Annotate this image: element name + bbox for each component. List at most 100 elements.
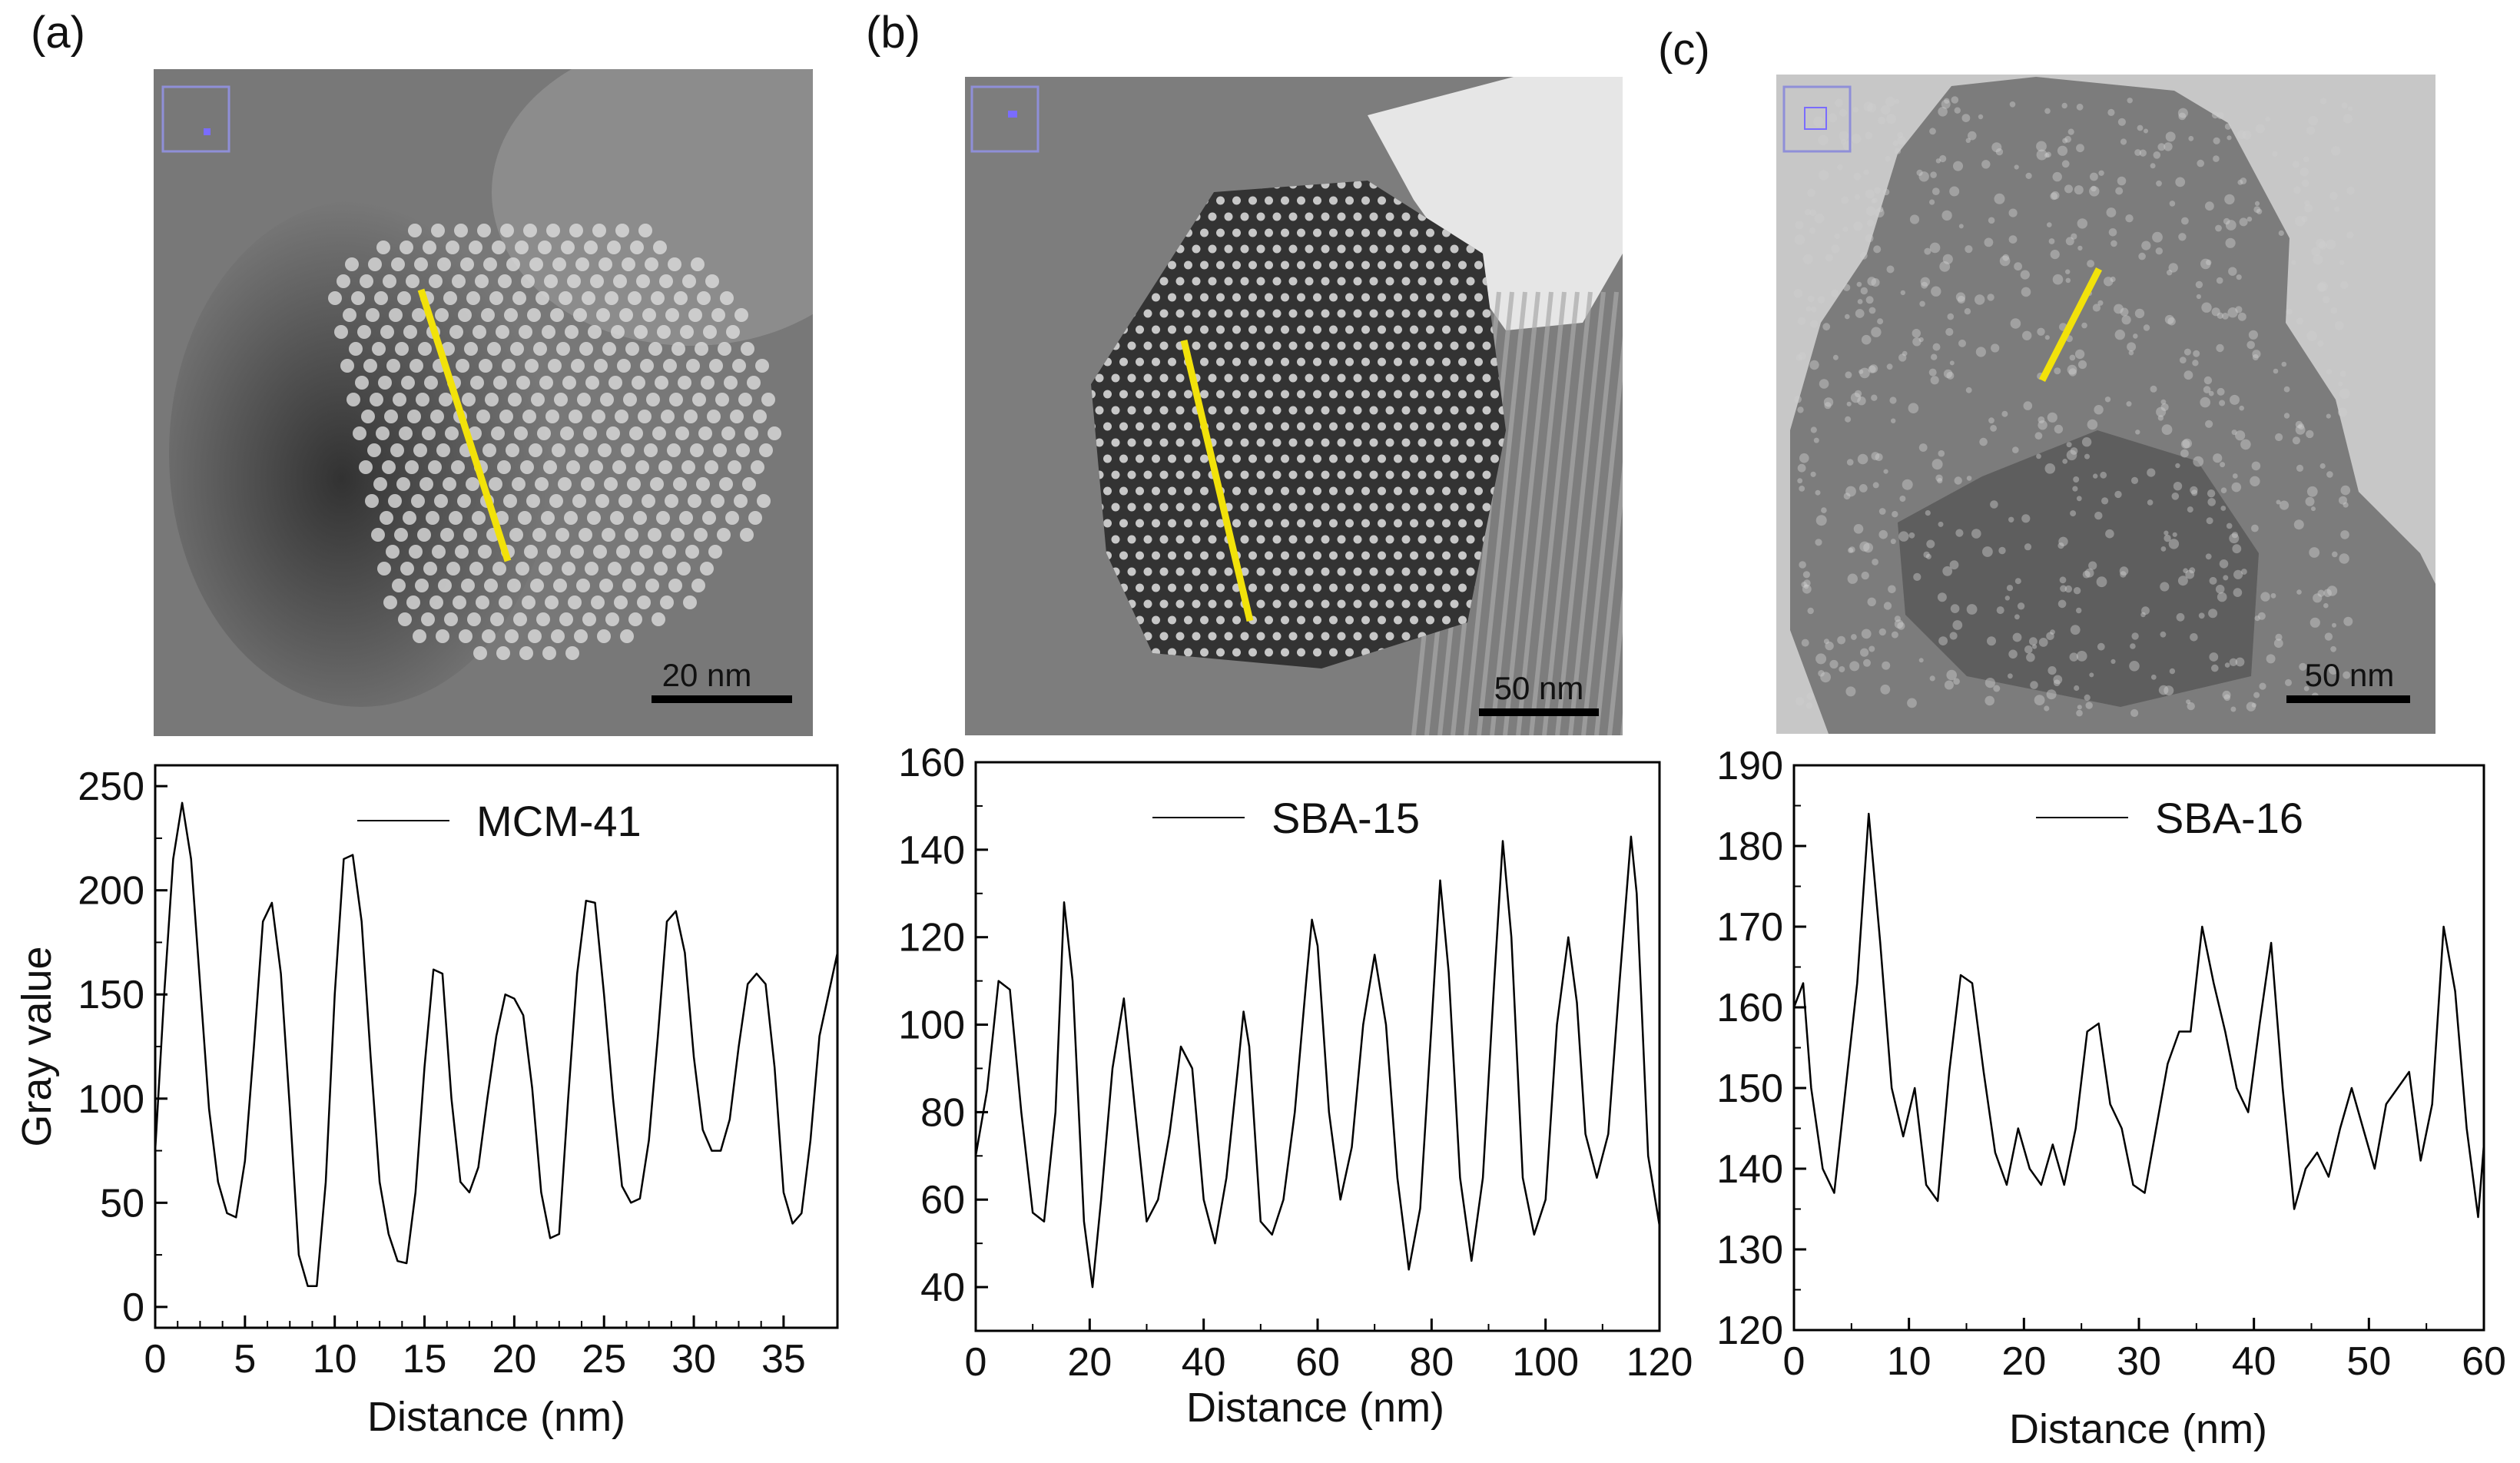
pore-dot-b-801 xyxy=(1418,599,1427,609)
pore-dot-b-735 xyxy=(1321,567,1330,576)
pore-texture-c-660 xyxy=(2130,643,2136,649)
pore-texture-c-99 xyxy=(2273,368,2279,374)
pore-texture-c-406 xyxy=(2001,410,2008,417)
pore-texture-c-133 xyxy=(2197,159,2204,168)
pore-dot-b-606 xyxy=(1175,503,1185,512)
pore-dot-b-375 xyxy=(1321,373,1330,383)
pore-dot-a-394 xyxy=(605,612,619,626)
pore-dot-a-147 xyxy=(755,359,769,373)
pore-texture-c-324 xyxy=(1805,306,1812,312)
pore-texture-c-696 xyxy=(2223,217,2230,225)
chart-c-x-tick-label: 20 xyxy=(2001,1339,2046,1384)
channel-stripe-b-16 xyxy=(1620,712,1623,735)
pore-dot-b-670 xyxy=(1240,535,1249,544)
pore-texture-c-650 xyxy=(1869,364,1878,373)
pore-texture-c-412 xyxy=(2240,177,2247,184)
pore-texture-c-160 xyxy=(2318,281,2328,292)
pore-dot-a-156 xyxy=(539,376,553,390)
pore-texture-c-363 xyxy=(2131,632,2139,640)
pore-texture-c-167 xyxy=(1931,286,1941,297)
pore-texture-c-325 xyxy=(2084,694,2091,702)
pore-dot-b-264 xyxy=(1466,309,1475,318)
pore-dot-b-625 xyxy=(1482,503,1491,512)
pore-dot-b-822 xyxy=(1281,615,1289,625)
pore-texture-c-149 xyxy=(1929,242,1941,254)
pore-dot-b-324 xyxy=(1466,341,1475,350)
pore-dot-b-849 xyxy=(1224,632,1233,641)
channel-stripe-b-15 xyxy=(1607,587,1623,735)
pore-dot-b-502 xyxy=(1434,438,1443,447)
pore-dot-b-499 xyxy=(1385,438,1394,447)
pore-dot-b-663 xyxy=(1127,535,1136,544)
pore-texture-c-321 xyxy=(2251,461,2261,471)
pore-dot-a-212 xyxy=(560,426,574,440)
pore-dot-b-706 xyxy=(1345,551,1354,560)
pore-texture-c-249 xyxy=(2339,388,2350,400)
pore-dot-b-129 xyxy=(1224,244,1233,254)
pore-texture-c-693 xyxy=(2161,424,2173,435)
pore-dot-a-124 xyxy=(648,342,662,356)
pore-texture-c-111 xyxy=(2164,685,2174,696)
pore-texture-c-70 xyxy=(1923,551,1930,559)
pore-dot-a-78 xyxy=(412,308,426,322)
pore-dot-b-733 xyxy=(1288,567,1298,576)
micrograph-a: 20 nm xyxy=(154,69,813,736)
pore-dot-b-877 xyxy=(1200,648,1209,657)
pore-dot-a-56 xyxy=(705,274,719,288)
pore-dot-b-274 xyxy=(1152,325,1160,334)
pore-texture-c-170 xyxy=(2215,224,2222,232)
pore-dot-a-252 xyxy=(635,460,649,474)
pore-texture-c-347 xyxy=(1802,571,1810,579)
pore-texture-c-438 xyxy=(2125,214,2134,223)
pore-dot-a-196 xyxy=(615,410,628,423)
pore-dot-a-274 xyxy=(742,477,756,491)
pore-texture-c-475 xyxy=(1891,631,1898,639)
pore-dot-a-256 xyxy=(728,460,741,474)
pore-dot-b-106 xyxy=(1345,228,1354,237)
pore-dot-a-94 xyxy=(357,325,371,339)
pore-dot-a-277 xyxy=(411,494,425,508)
pore-texture-c-80 xyxy=(1863,542,1874,553)
pore-dot-a-161 xyxy=(655,376,668,390)
pore-dot-b-585 xyxy=(1329,486,1338,496)
pore-texture-c-132 xyxy=(2226,522,2233,529)
pore-dot-b-39 xyxy=(1232,196,1241,205)
pore-dot-a-48 xyxy=(521,274,535,288)
pore-dot-b-322 xyxy=(1434,341,1443,350)
pore-dot-b-196 xyxy=(1337,277,1346,286)
pore-dot-b-574 xyxy=(1152,486,1160,496)
pore-texture-c-512 xyxy=(1886,363,1893,370)
pore-texture-c-266 xyxy=(1849,661,1860,672)
pore-dot-b-143 xyxy=(1450,244,1459,254)
channel-stripe-b-14 xyxy=(1594,462,1623,735)
pore-texture-c-205 xyxy=(2292,436,2300,445)
pore-dot-a-342 xyxy=(377,562,391,576)
pore-dot-a-84 xyxy=(550,308,564,322)
pore-texture-c-651 xyxy=(2330,307,2338,314)
pore-texture-c-54 xyxy=(1860,648,1869,657)
pore-texture-c-97 xyxy=(1871,327,1882,337)
pore-dot-a-235 xyxy=(667,443,681,457)
pore-texture-c-46 xyxy=(1799,561,1806,569)
pore-dot-a-390 xyxy=(513,612,527,626)
pore-texture-c-165 xyxy=(1892,511,1898,518)
pore-dot-b-761 xyxy=(1265,583,1273,592)
pore-dot-b-220 xyxy=(1248,293,1257,302)
pore-dot-b-682 xyxy=(1434,535,1443,544)
pore-dot-a-326 xyxy=(740,528,754,542)
pore-texture-c-203 xyxy=(1795,221,1804,230)
pore-texture-c-127 xyxy=(2164,314,2174,324)
pore-dot-a-73 xyxy=(697,291,711,305)
pore-dot-b-442 xyxy=(1434,406,1443,415)
pore-texture-c-159 xyxy=(2105,529,2114,539)
pore-dot-b-229 xyxy=(1394,293,1402,302)
pore-dot-a-214 xyxy=(606,426,620,440)
pore-texture-c-331 xyxy=(2253,692,2260,698)
pore-dot-b-463 xyxy=(1297,422,1305,431)
pore-dot-a-93 xyxy=(334,325,348,339)
pore-dot-a-194 xyxy=(569,410,582,423)
pore-texture-c-542 xyxy=(1863,101,1873,111)
pore-dot-b-791 xyxy=(1256,599,1265,609)
pore-dot-b-41 xyxy=(1265,196,1273,205)
pore-dot-a-269 xyxy=(627,477,641,491)
